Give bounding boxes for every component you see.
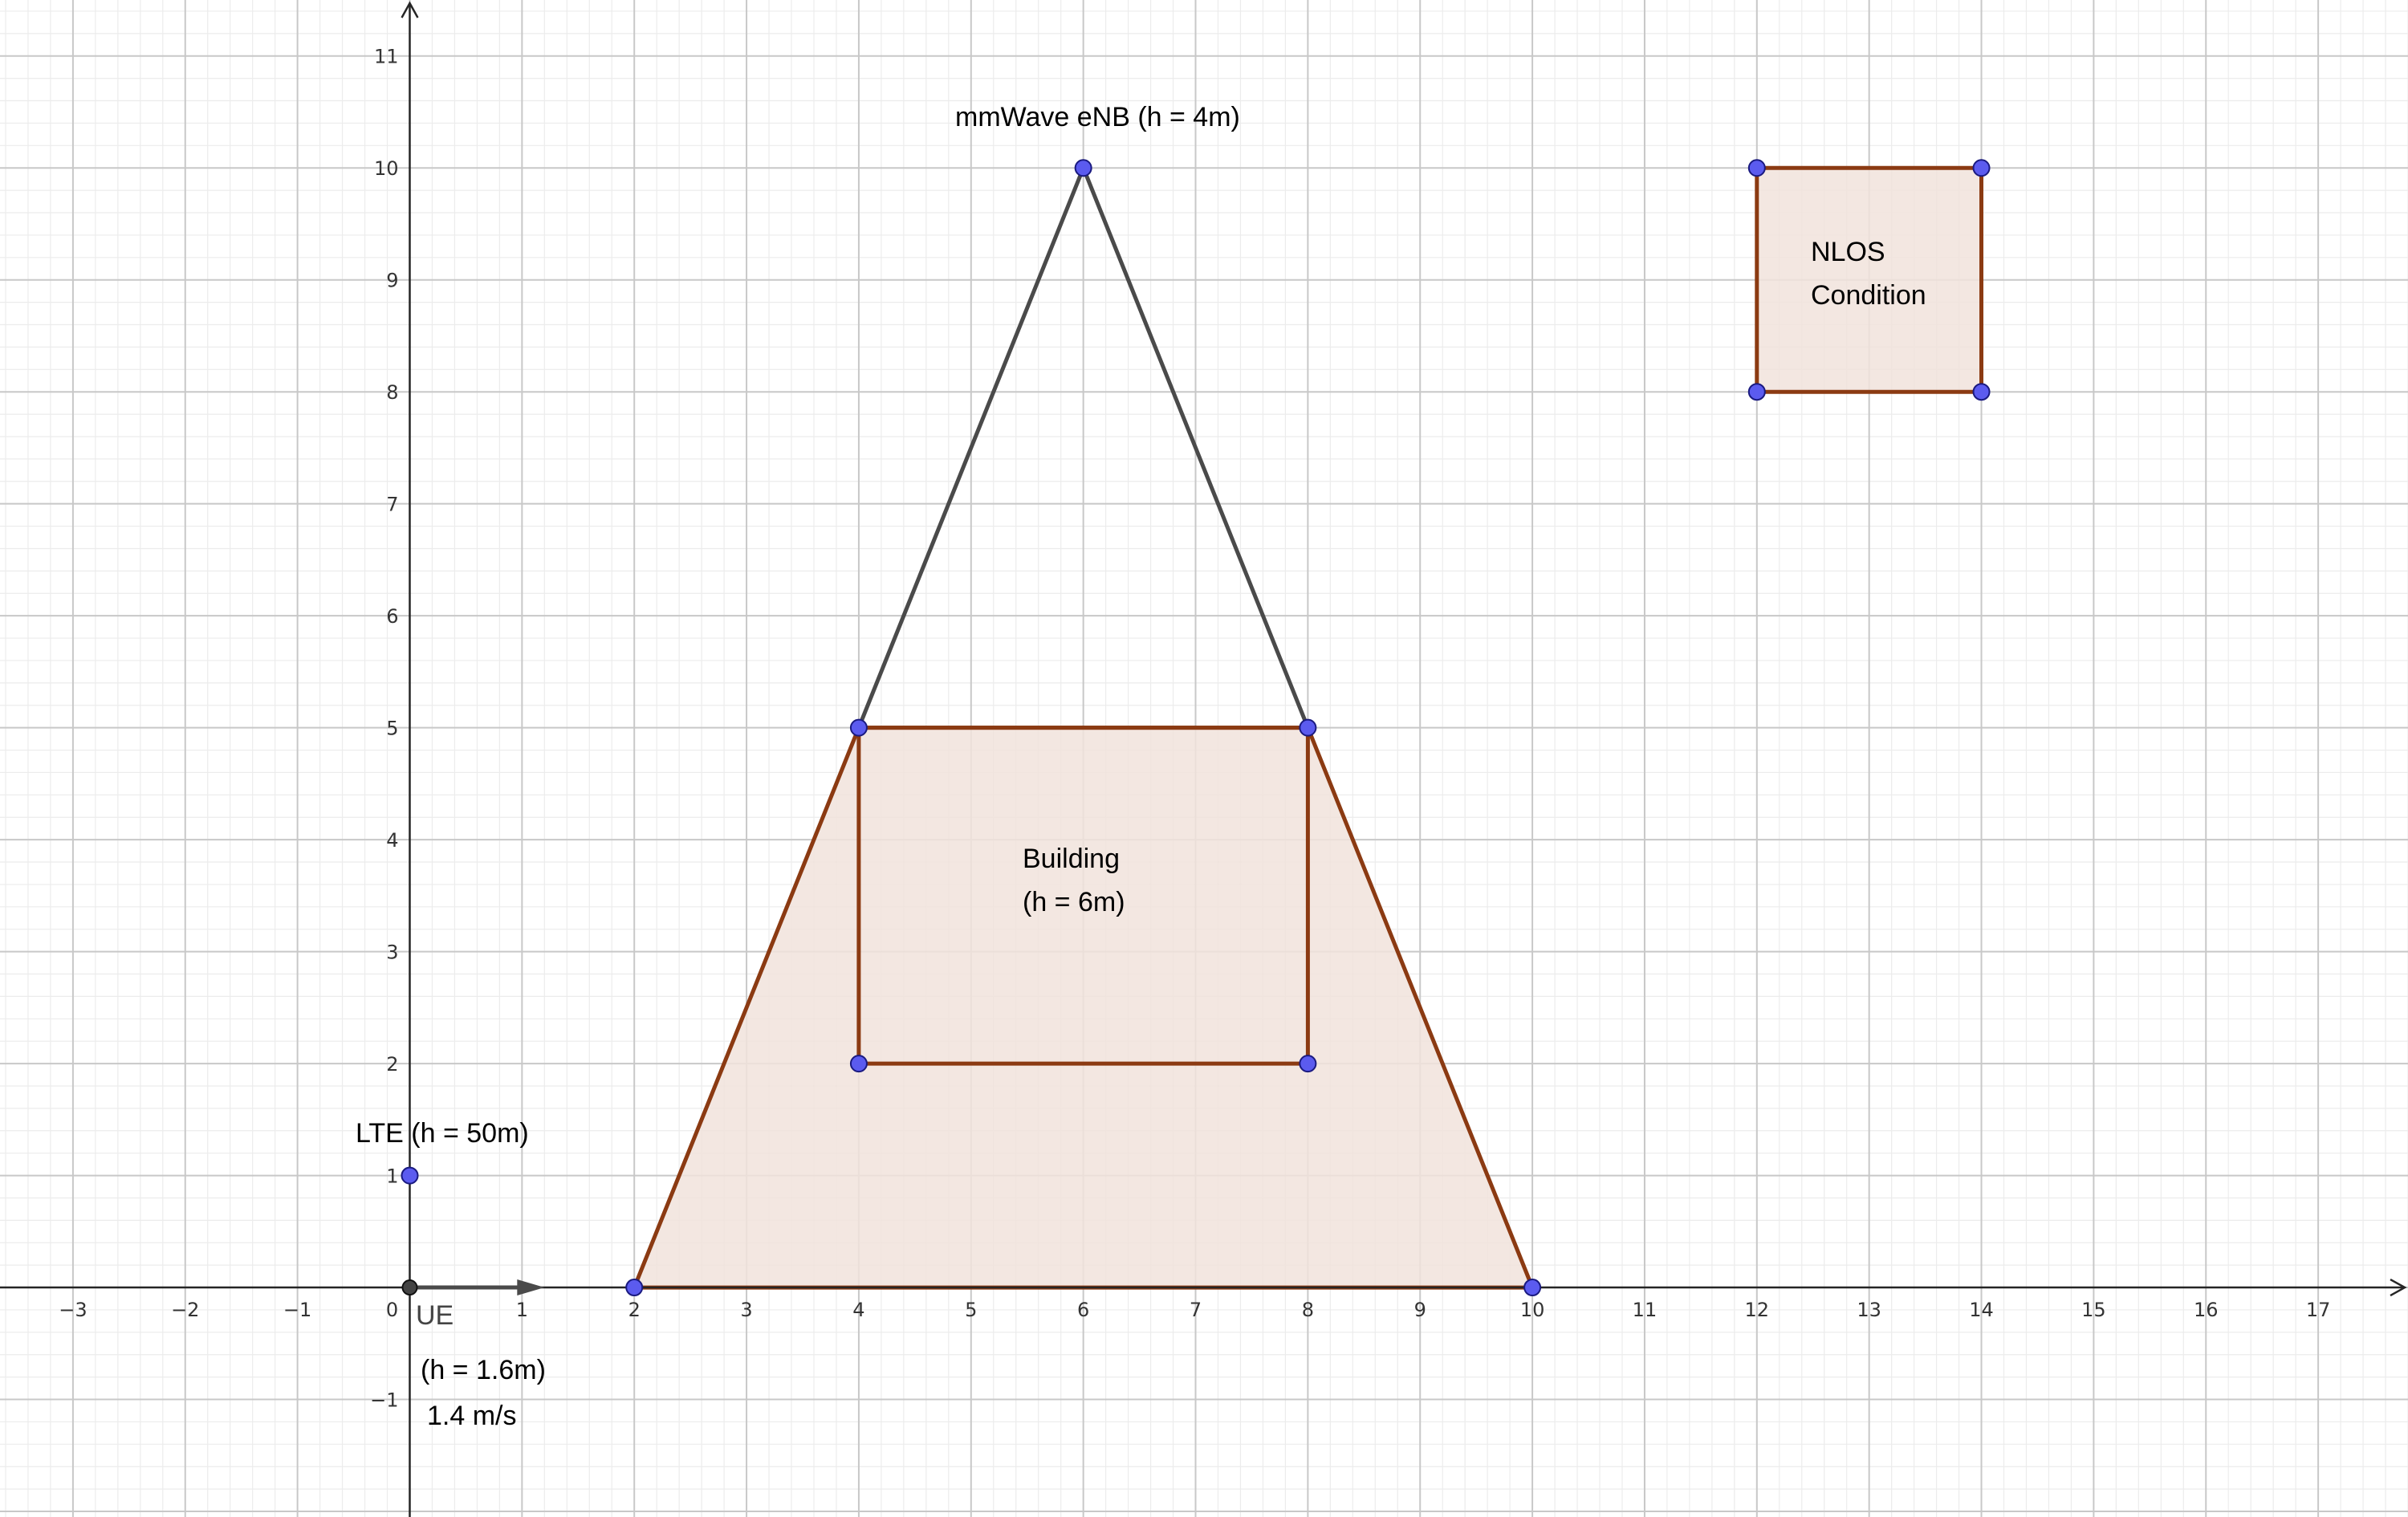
- x-tick-label: 11: [1633, 1299, 1658, 1321]
- vertex-point: [1747, 383, 1766, 401]
- x-tick-label: 5: [965, 1299, 977, 1321]
- ue-velocity-vector: [409, 1279, 545, 1296]
- x-tick-labels: −3 −2 −1 0 1 2 3 4 5 6 7 8 9 10 11 12 13 14 15 16 17: [59, 1299, 2330, 1321]
- vertex-point: [1299, 1055, 1317, 1073]
- x-tick-label: 4: [852, 1299, 864, 1321]
- x-tick-label: −1: [283, 1299, 311, 1321]
- y-tick-label: 7: [386, 494, 398, 516]
- x-tick-label: −2: [171, 1299, 199, 1321]
- x-tick-label: 14: [1969, 1299, 1994, 1321]
- x-tick-label: 13: [1857, 1299, 1881, 1321]
- vertex-point: [1074, 159, 1092, 177]
- lte-label: LTE (h = 50m): [356, 1118, 529, 1149]
- x-tick-label: 8: [1302, 1299, 1314, 1321]
- x-tick-label: 16: [2194, 1299, 2219, 1321]
- x-tick-label: 9: [1414, 1299, 1426, 1321]
- vertex-point: [849, 1055, 868, 1073]
- x-tick-label: 17: [2306, 1299, 2331, 1321]
- y-tick-label: 2: [386, 1053, 398, 1076]
- y-tick-label: 3: [386, 942, 398, 964]
- vertex-point: [625, 1279, 644, 1297]
- y-tick-label: 11: [374, 46, 399, 68]
- x-tick-label: 2: [628, 1299, 641, 1321]
- ue-vector-arrowhead-icon: [517, 1279, 545, 1296]
- ue-point: [401, 1279, 418, 1296]
- enb-label: mmWave eNB (h = 4m): [955, 102, 1240, 132]
- x-tick-label: 12: [1745, 1299, 1770, 1321]
- x-tick-label: 1: [516, 1299, 528, 1321]
- x-axis-arrow-icon: [2390, 1278, 2407, 1297]
- y-axis-arrow-icon: [401, 1, 419, 18]
- y-tick-label: 1: [386, 1165, 398, 1188]
- nlos-label-line1: NLOS: [1811, 237, 1885, 267]
- vertex-points: [401, 159, 1991, 1297]
- vertex-point: [1747, 159, 1766, 177]
- vertex-point: [1972, 383, 1991, 401]
- x-tick-label: 6: [1077, 1299, 1089, 1321]
- y-tick-labels: −1 1 2 3 4 5 6 7 8 9 10 11: [370, 46, 398, 1412]
- y-tick-label: 10: [374, 157, 399, 180]
- vertex-point: [849, 718, 868, 737]
- vertex-point: [1299, 718, 1317, 737]
- x-tick-label: 15: [2081, 1299, 2106, 1321]
- x-tick-label: −3: [59, 1299, 87, 1321]
- x-tick-label: 10: [1520, 1299, 1545, 1321]
- y-tick-label: 8: [386, 381, 398, 404]
- vertex-point: [1972, 159, 1991, 177]
- building-label-line2: (h = 6m): [1023, 887, 1125, 917]
- ue-label: UE: [416, 1300, 454, 1331]
- vertex-point: [1523, 1279, 1542, 1297]
- x-tick-label: 7: [1190, 1299, 1202, 1321]
- y-tick-label: 4: [386, 829, 398, 852]
- x-tick-label: 3: [740, 1299, 752, 1321]
- y-tick-label: 9: [386, 270, 398, 292]
- text-labels: mmWave eNB (h = 4m) Building (h = 6m) NL…: [356, 102, 1926, 1431]
- nlos-label-line2: Condition: [1811, 280, 1926, 311]
- x-tick-label: 0: [386, 1299, 398, 1321]
- y-tick-label: 6: [386, 605, 398, 628]
- ue-height-label: (h = 1.6m): [421, 1355, 546, 1385]
- ue-speed-label: 1.4 m/s: [427, 1401, 516, 1431]
- y-tick-label: −1: [370, 1389, 398, 1412]
- vertex-point: [401, 1166, 419, 1185]
- y-tick-label: 5: [386, 718, 398, 740]
- building-label-line1: Building: [1023, 844, 1120, 874]
